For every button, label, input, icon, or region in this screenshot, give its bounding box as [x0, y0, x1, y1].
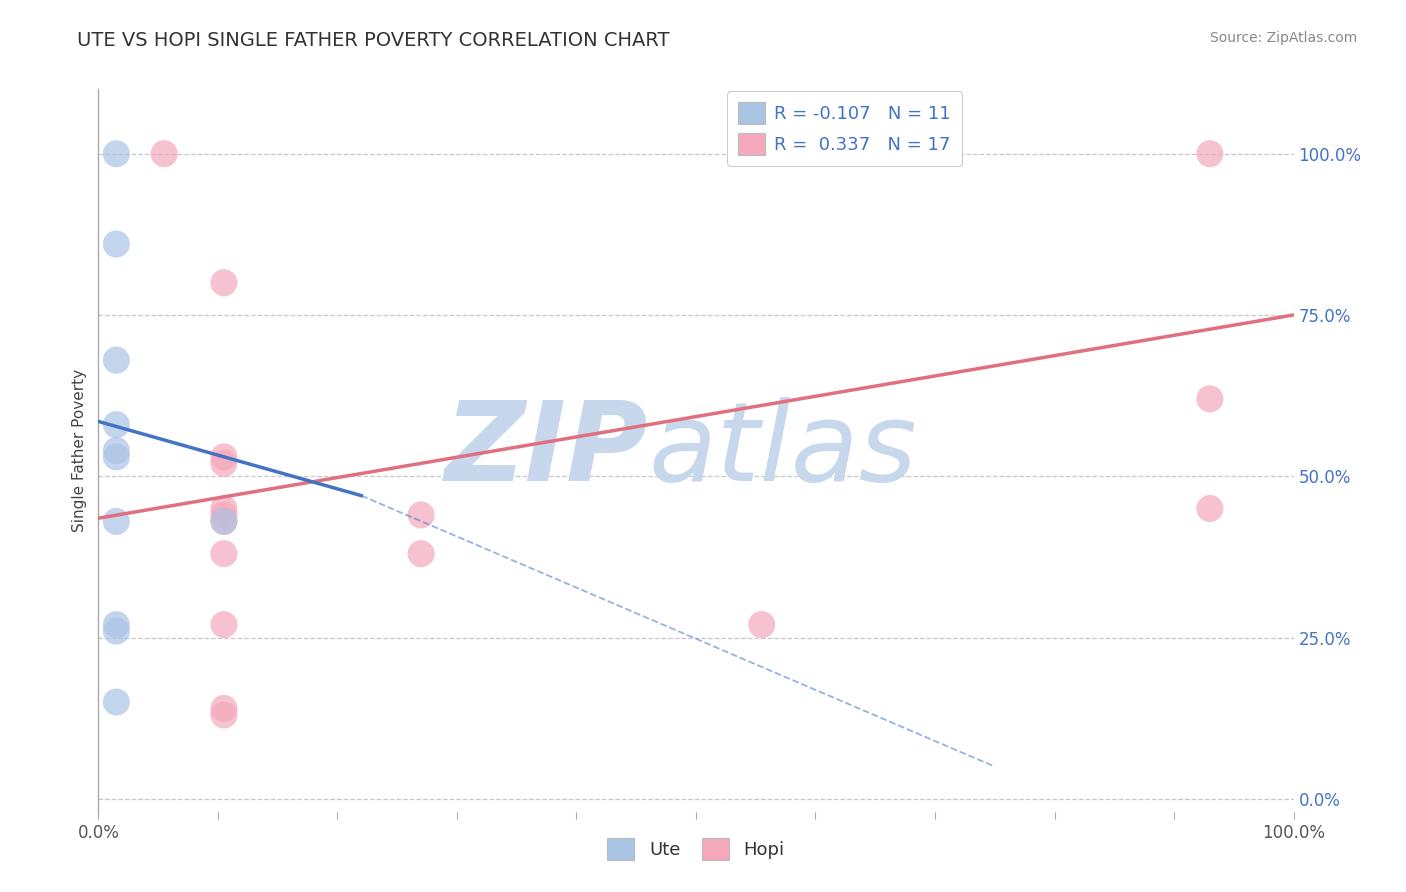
Point — [105, 237, 128, 252]
Point — [411, 508, 433, 522]
Text: ZIP: ZIP — [444, 397, 648, 504]
Point — [1199, 392, 1222, 406]
Point — [751, 617, 773, 632]
Point — [105, 515, 128, 529]
Point — [212, 708, 235, 723]
Point — [105, 624, 128, 639]
Point — [212, 501, 235, 516]
Point — [105, 443, 128, 458]
Text: Source: ZipAtlas.com: Source: ZipAtlas.com — [1209, 31, 1357, 45]
Point — [105, 353, 128, 368]
Point — [212, 450, 235, 464]
Point — [1199, 146, 1222, 161]
Legend: Ute, Hopi: Ute, Hopi — [600, 831, 792, 868]
Point — [411, 547, 433, 561]
Point — [212, 617, 235, 632]
Point — [1199, 501, 1222, 516]
Point — [212, 508, 235, 522]
Point — [105, 417, 128, 432]
Point — [105, 695, 128, 709]
Point — [105, 146, 128, 161]
Point — [153, 146, 176, 161]
Y-axis label: Single Father Poverty: Single Father Poverty — [72, 369, 87, 532]
Point — [212, 515, 235, 529]
Point — [212, 456, 235, 470]
Point — [212, 701, 235, 715]
Point — [212, 547, 235, 561]
Point — [212, 276, 235, 290]
Point — [105, 617, 128, 632]
Text: atlas: atlas — [648, 397, 917, 504]
Text: UTE VS HOPI SINGLE FATHER POVERTY CORRELATION CHART: UTE VS HOPI SINGLE FATHER POVERTY CORREL… — [77, 31, 669, 50]
Point — [212, 515, 235, 529]
Point — [105, 450, 128, 464]
